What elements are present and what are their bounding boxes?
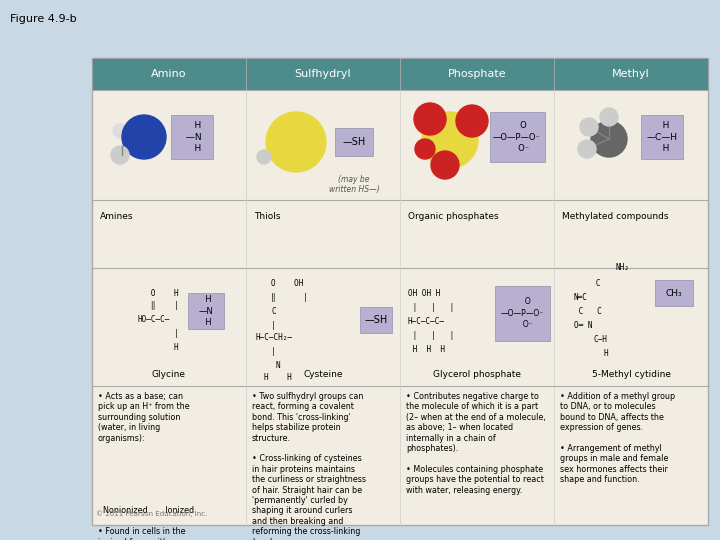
- Text: C—H: C—H: [594, 335, 608, 344]
- Text: N═C: N═C: [574, 293, 588, 302]
- Text: —SH: —SH: [343, 137, 366, 147]
- Bar: [495, 286, 549, 341]
- Circle shape: [456, 105, 488, 137]
- Bar: [246, 58, 400, 90]
- Text: H: H: [137, 343, 179, 352]
- Text: |: |: [271, 347, 276, 356]
- Text: 5-Methyl cytidine: 5-Methyl cytidine: [592, 370, 670, 379]
- Bar: [92, 58, 708, 525]
- Text: © 2011 Pearson Education, Inc.: © 2011 Pearson Education, Inc.: [96, 510, 207, 517]
- Text: • Contributes negative charge to
the molecule of which it is a part
(2– when at : • Contributes negative charge to the mol…: [406, 392, 546, 495]
- Text: C: C: [271, 307, 276, 316]
- Bar: [641, 115, 683, 159]
- Text: Thiols: Thiols: [254, 212, 281, 221]
- Text: O═ N: O═ N: [574, 321, 593, 330]
- Circle shape: [415, 139, 435, 159]
- Bar: [655, 280, 693, 306]
- Bar: [554, 58, 708, 90]
- Text: O
—O—P—O⁻
     O⁻: O —O—P—O⁻ O⁻: [493, 122, 541, 153]
- Text: C   C: C C: [574, 307, 602, 316]
- Text: Figure 4.9-b: Figure 4.9-b: [10, 14, 76, 24]
- Text: Amino: Amino: [151, 69, 186, 79]
- Text: H—C—CH₂—: H—C—CH₂—: [256, 333, 293, 342]
- Text: C: C: [582, 279, 600, 288]
- Bar: [92, 58, 246, 90]
- Circle shape: [600, 108, 618, 126]
- Text: Methyl: Methyl: [612, 69, 650, 79]
- Text: H
 —N
    H: H —N H: [183, 122, 202, 153]
- Bar: [490, 112, 544, 162]
- Text: H    H: H H: [264, 373, 292, 382]
- Text: O    H: O H: [137, 289, 179, 298]
- Bar: [335, 128, 373, 156]
- Text: O
—O—P—O⁻
     O⁻: O —O—P—O⁻ O⁻: [500, 298, 544, 329]
- Bar: [360, 307, 392, 333]
- Text: (may be
written HS—): (may be written HS—): [328, 175, 379, 194]
- Text: H
—N
  H: H —N H: [199, 295, 213, 327]
- Text: |: |: [137, 329, 179, 338]
- Text: • Acts as a base; can
pick up an H⁺ from the
surrounding solution
(water, in liv: • Acts as a base; can pick up an H⁺ from…: [98, 392, 194, 540]
- Bar: [188, 293, 224, 329]
- Text: Methylated compounds: Methylated compounds: [562, 212, 668, 221]
- Text: Glycerol phosphate: Glycerol phosphate: [433, 370, 521, 379]
- Text: Organic phosphates: Organic phosphates: [408, 212, 499, 221]
- Text: ‖      |: ‖ |: [271, 293, 308, 302]
- Text: Amines: Amines: [100, 212, 133, 221]
- Text: H—C—C—C—: H—C—C—C—: [408, 317, 445, 326]
- Text: NH₂: NH₂: [616, 263, 630, 272]
- Text: Sulfhydryl: Sulfhydryl: [294, 69, 351, 79]
- Circle shape: [414, 103, 446, 135]
- Text: Cysteine: Cysteine: [303, 370, 343, 379]
- Circle shape: [266, 112, 326, 172]
- Circle shape: [257, 150, 271, 164]
- Text: O    OH: O OH: [271, 279, 303, 288]
- Bar: [400, 58, 554, 90]
- Text: ‖    |: ‖ |: [137, 301, 179, 310]
- Bar: [171, 115, 213, 159]
- Text: OH OH H: OH OH H: [408, 289, 441, 298]
- Circle shape: [122, 115, 166, 159]
- Text: • Addition of a methyl group
to DNA, or to molecules
bound to DNA, affects the
e: • Addition of a methyl group to DNA, or …: [560, 392, 675, 484]
- Text: Phosphate: Phosphate: [448, 69, 506, 79]
- Text: H  H  H: H H H: [408, 345, 445, 354]
- Text: |   |   |: | | |: [408, 303, 454, 312]
- Text: • Two sulfhydryl groups can
react, forming a covalent
bond. This 'cross-linking': • Two sulfhydryl groups can react, formi…: [252, 392, 366, 540]
- Circle shape: [578, 140, 596, 158]
- Text: —SH: —SH: [364, 315, 387, 325]
- Circle shape: [580, 118, 598, 136]
- Circle shape: [422, 112, 478, 168]
- Text: CH₃: CH₃: [666, 288, 683, 298]
- Circle shape: [111, 146, 129, 164]
- Text: |   |   |: | | |: [408, 331, 454, 340]
- Circle shape: [591, 121, 627, 157]
- Circle shape: [113, 124, 127, 138]
- Text: H: H: [604, 349, 608, 358]
- Text: HO—C—C—: HO—C—C—: [137, 315, 169, 324]
- Text: |: |: [271, 321, 276, 330]
- Circle shape: [431, 151, 459, 179]
- Text: H
—C—H
   H: H —C—H H: [647, 122, 678, 153]
- Text: N: N: [276, 361, 281, 370]
- Text: Glycine: Glycine: [152, 370, 186, 379]
